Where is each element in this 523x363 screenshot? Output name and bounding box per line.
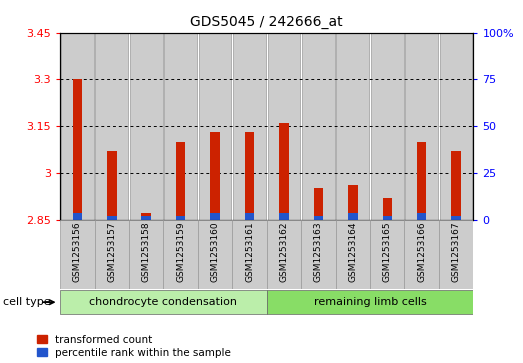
Text: GSM1253165: GSM1253165 (383, 222, 392, 282)
Bar (95, 33, 128, 220)
Bar (439, 220, 473, 289)
Bar (164, 33, 197, 220)
Bar (95, 220, 129, 289)
Bar (440, 33, 472, 220)
Bar (348, 213, 358, 220)
Legend: transformed count, percentile rank within the sample: transformed count, percentile rank withi… (37, 335, 231, 358)
Text: GSM1253166: GSM1253166 (417, 222, 426, 282)
Bar (210, 132, 220, 220)
Bar (198, 220, 232, 289)
Bar (129, 220, 163, 289)
Bar (176, 142, 185, 220)
Bar (267, 290, 473, 314)
Bar (107, 216, 117, 220)
Text: GSM1253161: GSM1253161 (245, 222, 254, 282)
Bar (210, 213, 220, 220)
Bar (142, 213, 151, 220)
Text: GSM1253156: GSM1253156 (73, 222, 82, 282)
Bar (233, 33, 266, 220)
Bar (245, 132, 254, 220)
Bar (370, 220, 404, 289)
Text: GSM1253157: GSM1253157 (107, 222, 116, 282)
Bar (348, 185, 358, 220)
Bar (336, 220, 370, 289)
Bar (451, 151, 461, 220)
Bar (107, 151, 117, 220)
Bar (382, 216, 392, 220)
Bar (176, 216, 185, 220)
Bar (301, 220, 336, 289)
Bar (61, 33, 94, 220)
Bar (232, 220, 267, 289)
Bar (60, 290, 267, 314)
Bar (451, 216, 461, 220)
Bar (163, 220, 198, 289)
Bar (279, 213, 289, 220)
Bar (279, 123, 289, 220)
Bar (404, 220, 439, 289)
Title: GDS5045 / 242666_at: GDS5045 / 242666_at (190, 15, 343, 29)
Bar (142, 216, 151, 220)
Bar (336, 33, 369, 220)
Text: GSM1253167: GSM1253167 (451, 222, 461, 282)
Bar (382, 198, 392, 220)
Bar (417, 213, 426, 220)
Text: remaining limb cells: remaining limb cells (314, 297, 426, 307)
Bar (302, 33, 335, 220)
Bar (267, 220, 301, 289)
Bar (73, 213, 82, 220)
Bar (60, 220, 95, 289)
Text: GSM1253158: GSM1253158 (142, 222, 151, 282)
Bar (417, 142, 426, 220)
Bar (314, 216, 323, 220)
Text: chondrocyte condensation: chondrocyte condensation (89, 297, 237, 307)
Text: GSM1253164: GSM1253164 (348, 222, 357, 282)
Text: GSM1253159: GSM1253159 (176, 222, 185, 282)
Bar (268, 33, 300, 220)
Bar (130, 33, 163, 220)
Bar (199, 33, 232, 220)
Text: GSM1253163: GSM1253163 (314, 222, 323, 282)
Bar (314, 188, 323, 220)
Bar (245, 213, 254, 220)
Bar (73, 79, 82, 220)
Text: GSM1253162: GSM1253162 (279, 222, 289, 282)
Text: GSM1253160: GSM1253160 (211, 222, 220, 282)
Bar (371, 33, 404, 220)
Bar (405, 33, 438, 220)
Text: cell type: cell type (3, 297, 50, 307)
